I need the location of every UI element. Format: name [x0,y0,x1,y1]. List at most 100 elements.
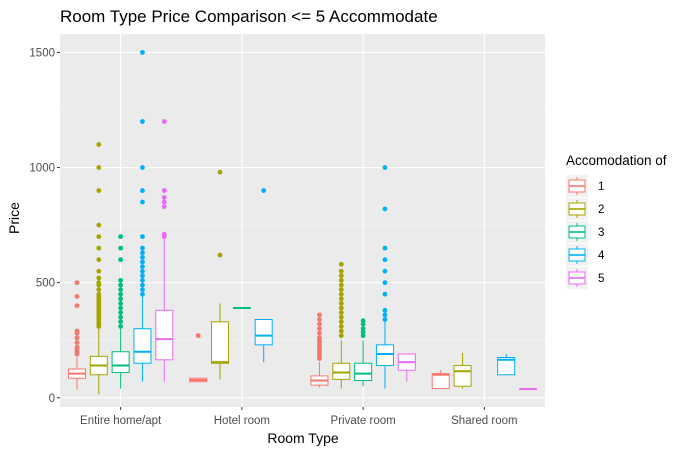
y-tick-label: 500 [36,278,55,290]
outlier-point [118,319,124,325]
outlier-point [382,317,388,322]
box-3 [232,306,251,309]
outlier-point [382,307,388,313]
box-body [497,356,516,376]
box-2 [453,352,472,389]
outlier-point [195,333,201,339]
outlier-point [360,329,366,335]
outlier-point [140,234,145,240]
y-tick-label: 0 [49,393,55,405]
outlier-point [382,206,388,212]
outlier-point [118,296,124,302]
box-2 [89,142,108,395]
box-4 [375,165,394,389]
outlier-point [118,277,124,283]
outlier-point [161,119,167,124]
box-body [111,351,130,373]
outlier-point [338,291,344,297]
outlier-point [338,296,344,302]
y-axis: 0 500 1000 1500 [29,47,60,405]
outlier-point [140,254,145,260]
x-tick-label: Hotel room [214,415,270,427]
box-2 [211,169,230,380]
y-axis-title: Price [6,202,22,234]
box-5 [155,119,174,382]
outlier-point [96,280,102,286]
outlier-point [96,234,102,240]
outlier-point [140,264,145,269]
outlier-point [338,333,344,339]
y-tick-label: 1000 [29,163,55,175]
outlier-point [74,280,80,286]
legend-title: Accomodation of [566,153,667,168]
outlier-point [118,314,124,320]
box-body [375,344,394,367]
chart-title: Room Type Price Comparison <= 5 Accommod… [60,7,438,26]
outlier-point [118,300,124,306]
outlier-point [140,50,145,55]
outlier-point [317,321,322,327]
box-body [453,365,472,387]
box-body [133,328,152,364]
outlier-point [140,199,145,205]
outlier-point [96,287,102,292]
outlier-point [317,312,322,318]
outlier-point [140,268,145,274]
y-tick-label: 1500 [29,47,55,59]
outlier-point [161,231,167,237]
outlier-point [140,282,145,288]
outlier-point [338,287,344,292]
legend-label: 5 [598,273,604,285]
legend: Accomodation of 1 2 3 4 5 [566,153,667,289]
box-5 [519,388,538,391]
x-tick-label: Entire home/apt [80,415,162,427]
outlier-point [338,282,344,288]
outlier-point [118,287,124,292]
outlier-point [161,188,167,193]
box-1 [67,280,86,390]
box-body [254,319,273,346]
outlier-point [140,273,145,279]
outlier-point [338,305,344,311]
outlier-point [360,333,366,339]
outlier-point [118,324,124,329]
box-4 [133,50,152,382]
legend-label: 3 [598,227,604,239]
outlier-point [382,257,388,263]
outlier-point [118,245,124,251]
outlier-point [74,303,80,309]
outlier-point [140,188,145,193]
outlier-point [74,335,80,341]
outlier-point [161,204,167,210]
outlier-point [96,268,102,274]
box-3 [111,234,130,389]
box-groups [67,50,538,395]
outlier-point [382,312,388,318]
outlier-point [74,344,80,350]
outlier-point [161,195,167,200]
box-body [431,373,450,390]
outlier-point [96,245,102,251]
outlier-point [338,314,344,320]
outlier-point [140,277,145,283]
outlier-point [338,324,344,329]
outlier-point [140,165,145,170]
outlier-point [382,280,388,286]
outlier-point [338,273,344,279]
box-1 [431,370,450,390]
outlier-point [317,335,322,341]
outlier-point [118,282,124,288]
outlier-point [360,326,366,332]
outlier-point [118,257,124,263]
outlier-point [382,245,388,251]
box-2 [332,261,351,389]
outlier-point [261,188,267,193]
box-4 [254,188,273,363]
outlier-point [118,234,124,240]
outlier-point [360,321,366,327]
box-3 [354,318,373,387]
box-1 [189,333,208,383]
outlier-point [338,277,344,283]
box-body [354,362,373,382]
